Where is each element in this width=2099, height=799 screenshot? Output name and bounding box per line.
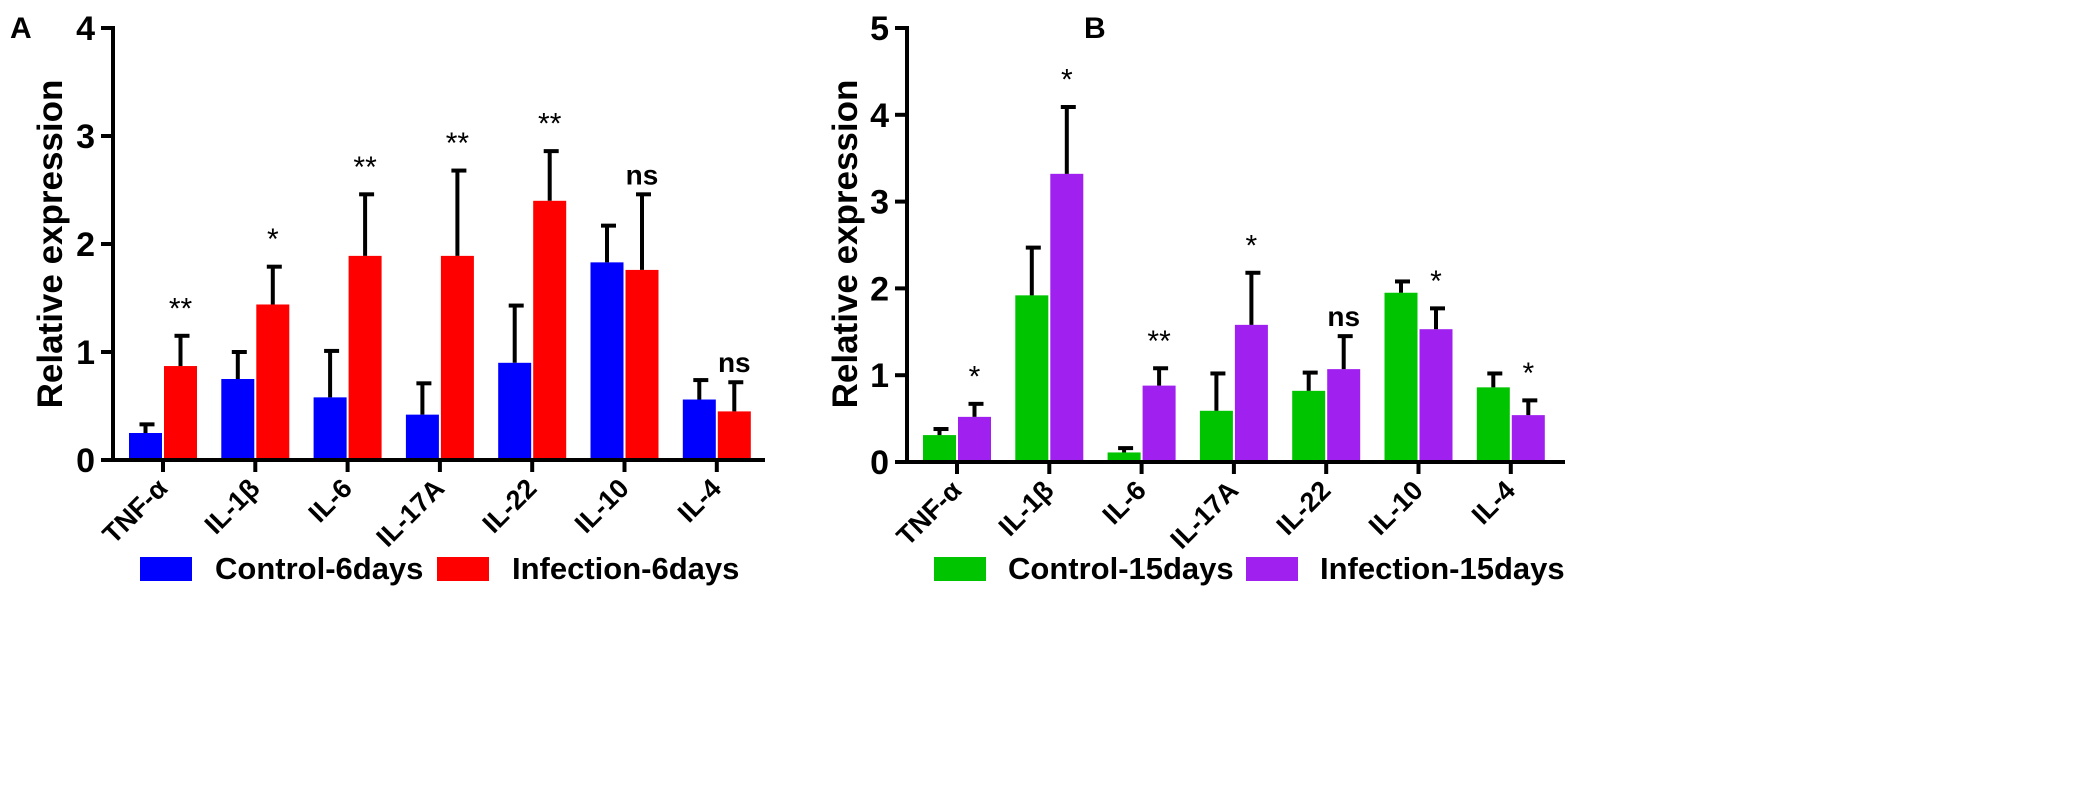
y-axis-title: Relative expression bbox=[31, 80, 70, 409]
bar-infection-6days-il-17a bbox=[440, 255, 474, 460]
category-label-il-17a: IL-17A bbox=[1165, 475, 1245, 555]
bar-infection-15days-tnf bbox=[958, 416, 991, 462]
category-label-il-6: IL-6 bbox=[1097, 475, 1152, 530]
y-tick-label: 4 bbox=[870, 97, 889, 135]
significance-label: * bbox=[1430, 265, 1442, 298]
legend-swatch-control-6days bbox=[140, 557, 192, 581]
significance-label: ** bbox=[446, 127, 470, 160]
significance-label: ** bbox=[1147, 325, 1171, 358]
significance-label: ns bbox=[718, 347, 751, 378]
y-tick-label: 0 bbox=[76, 442, 95, 480]
y-tick-label: 2 bbox=[870, 270, 889, 308]
panel-letter: B bbox=[1084, 12, 1106, 45]
category-label-il-4: IL-4 bbox=[1466, 475, 1521, 530]
y-tick-label: 1 bbox=[76, 334, 95, 372]
bars: *****ns** bbox=[923, 63, 1545, 462]
y-axis-ticks: 0 1 2 3 4 bbox=[76, 10, 113, 480]
bar-control-6days-il-17a bbox=[405, 414, 439, 460]
y-tick-label: 3 bbox=[870, 184, 889, 222]
bar-control-15days-il-10 bbox=[1384, 292, 1418, 462]
category-label-il-1beta: IL-1β bbox=[199, 473, 266, 540]
significance-label: ns bbox=[1327, 301, 1360, 332]
panel-letter: A bbox=[10, 12, 32, 45]
category-labels: TNF-α IL-1β IL-6 IL-17A IL-22 IL-10 IL-4 bbox=[97, 460, 727, 553]
bar-control-6days-il-10 bbox=[590, 262, 624, 460]
y-tick-label: 4 bbox=[76, 10, 95, 48]
legend-label-infection-15days: Infection-15days bbox=[1320, 551, 1565, 586]
category-label-il-22: IL-22 bbox=[1271, 475, 1337, 541]
y-tick-label: 3 bbox=[76, 118, 95, 156]
bar-control-15days-il-1 bbox=[1015, 295, 1049, 462]
legend-swatch-infection-15days bbox=[1246, 557, 1298, 581]
bar-infection-6days-il-6 bbox=[348, 255, 382, 460]
bar-infection-15days-il-6 bbox=[1142, 385, 1176, 462]
bar-control-15days-il-22 bbox=[1292, 390, 1326, 462]
bar-infection-6days-tnf bbox=[164, 366, 197, 460]
bar-infection-6days-il-4 bbox=[717, 411, 751, 460]
category-label-il-22: IL-22 bbox=[477, 473, 543, 539]
bar-infection-6days-il-22 bbox=[533, 200, 567, 461]
category-label-il-1beta: IL-1β bbox=[993, 475, 1060, 542]
bar-control-6days-il-22 bbox=[498, 362, 532, 460]
category-label-il-6: IL-6 bbox=[303, 473, 358, 528]
legend-label-control-15days: Control-15days bbox=[1008, 551, 1234, 586]
bar-control-6days-il-6 bbox=[313, 397, 347, 460]
category-label-il-10: IL-10 bbox=[569, 473, 635, 539]
category-label-il-10: IL-10 bbox=[1363, 475, 1429, 541]
bar-infection-15days-il-22 bbox=[1327, 369, 1361, 462]
bar-control-15days-il-17a bbox=[1199, 410, 1233, 462]
y-tick-label: 2 bbox=[76, 226, 95, 264]
significance-label: ns bbox=[626, 159, 659, 190]
y-axis-ticks: 0 1 2 3 4 5 bbox=[870, 10, 907, 482]
bar-control-6days-il-1 bbox=[221, 379, 255, 460]
significance-label: ** bbox=[538, 108, 562, 141]
bar-infection-15days-il-4 bbox=[1511, 415, 1545, 462]
bar-infection-6days-il-10 bbox=[625, 269, 659, 460]
bar-control-6days-il-4 bbox=[682, 399, 716, 460]
bar-control-6days-tnf bbox=[129, 433, 162, 460]
significance-label: * bbox=[1522, 357, 1534, 390]
bar-control-15days-tnf bbox=[923, 435, 956, 462]
significance-label: * bbox=[267, 223, 279, 256]
category-label-tnf-alpha: TNF-α bbox=[891, 475, 968, 552]
category-label-tnf-alpha: TNF-α bbox=[97, 473, 174, 550]
significance-label: * bbox=[1061, 63, 1073, 96]
legend-swatch-infection-6days bbox=[437, 557, 489, 581]
legend-label-infection-6days: Infection-6days bbox=[512, 551, 739, 586]
significance-label: * bbox=[969, 360, 981, 393]
category-labels: TNF-α IL-1β IL-6 IL-17A IL-22 IL-10 IL-4 bbox=[891, 462, 1521, 555]
bar-infection-6days-il-1 bbox=[256, 304, 290, 460]
bar-infection-15days-il-17a bbox=[1234, 324, 1268, 462]
y-axis-title: Relative expression bbox=[826, 80, 865, 409]
axes bbox=[111, 26, 765, 462]
legend: Control-6days Infection-6days bbox=[140, 551, 739, 586]
significance-label: * bbox=[1246, 229, 1258, 262]
y-tick-label: 0 bbox=[870, 444, 889, 482]
legend: Control-15days Infection-15days bbox=[934, 551, 1565, 586]
y-tick-label: 1 bbox=[870, 357, 889, 395]
bar-infection-15days-il-10 bbox=[1419, 329, 1453, 462]
bar-control-15days-il-6 bbox=[1107, 452, 1141, 462]
bar-infection-15days-il-1 bbox=[1050, 173, 1084, 462]
legend-label-control-6days: Control-6days bbox=[215, 551, 423, 586]
category-label-il-4: IL-4 bbox=[672, 473, 727, 528]
y-tick-label: 5 bbox=[870, 10, 889, 48]
significance-label: ** bbox=[353, 151, 377, 184]
category-label-il-17a: IL-17A bbox=[371, 473, 451, 553]
legend-swatch-control-15days bbox=[934, 557, 986, 581]
significance-label: ** bbox=[169, 292, 193, 325]
bar-control-15days-il-4 bbox=[1476, 387, 1510, 462]
